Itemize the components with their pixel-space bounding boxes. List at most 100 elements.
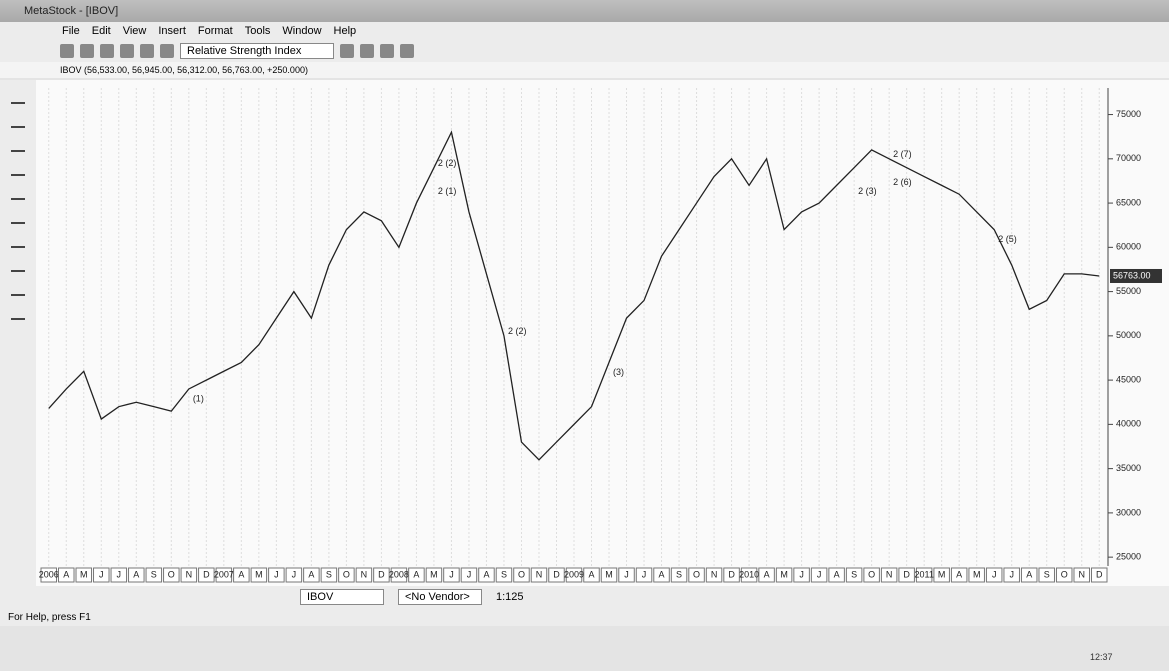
security-field[interactable]: IBOV	[300, 589, 384, 605]
tool[interactable]	[11, 234, 25, 248]
x-tick-label: D	[203, 569, 210, 579]
menu-item[interactable]: Window	[282, 25, 322, 37]
x-tick-box	[583, 567, 600, 583]
menu-item[interactable]: Tools	[244, 25, 271, 37]
bottom-toolbar: IBOV <No Vendor> 1:125	[0, 586, 1169, 608]
x-tick-box	[1038, 567, 1055, 583]
x-tick-box	[1055, 567, 1073, 583]
tool[interactable]	[11, 282, 25, 296]
x-tick-box	[163, 567, 180, 583]
x-tick-label: N	[536, 569, 543, 579]
x-tick-box	[530, 567, 548, 583]
wave-label: 2 (1)	[438, 186, 457, 196]
x-tick-label: J	[624, 569, 629, 579]
x-tick-box	[58, 567, 75, 583]
x-tick-box	[880, 567, 898, 583]
x-tick-box	[443, 567, 460, 583]
x-tick-box	[233, 567, 250, 583]
x-tick-box	[653, 567, 670, 583]
menu-item[interactable]: Format	[197, 25, 233, 37]
menu-item[interactable]: File	[62, 25, 80, 37]
menu-item[interactable]: Help	[333, 25, 357, 37]
x-tick-box	[548, 567, 565, 583]
tool-button[interactable]	[120, 44, 134, 58]
x-tick-label: A	[589, 569, 595, 579]
x-tick-box	[373, 567, 390, 583]
x-tick-label: M	[255, 569, 263, 579]
x-tick-box	[950, 567, 968, 583]
wave-label: 2 (6)	[893, 177, 912, 187]
x-tick-label: J	[292, 569, 297, 579]
tool-button[interactable]	[380, 44, 394, 58]
x-tick-box	[128, 567, 145, 583]
x-tick-label: A	[764, 569, 770, 579]
x-tick-label: 2007	[214, 569, 234, 579]
vendor-select[interactable]: <No Vendor>	[398, 589, 482, 605]
x-tick-label: D	[728, 569, 735, 579]
y-tick-label: 70000	[1116, 153, 1141, 163]
x-tick-label: J	[992, 569, 997, 579]
tool[interactable]	[11, 162, 25, 176]
x-tick-label: S	[151, 569, 157, 579]
x-tick-label: J	[799, 569, 804, 579]
x-tick-label: N	[1078, 569, 1085, 579]
menu-item[interactable]: View	[122, 25, 147, 37]
tool-button[interactable]	[400, 44, 414, 58]
last-price-box	[1110, 268, 1162, 283]
tool[interactable]	[11, 114, 25, 128]
x-tick-box	[215, 567, 233, 583]
x-tick-box	[320, 567, 338, 583]
tool-button[interactable]	[160, 44, 174, 58]
wave-label: 2 (7)	[893, 149, 912, 159]
x-tick-box	[985, 567, 1003, 583]
tool-button[interactable]	[60, 44, 74, 58]
tool-button[interactable]	[140, 44, 154, 58]
x-tick-label: D	[903, 569, 910, 579]
tool[interactable]	[11, 90, 25, 104]
x-tick-box	[845, 567, 863, 583]
x-tick-label: D	[553, 569, 560, 579]
x-tick-label: N	[186, 569, 193, 579]
x-tick-box	[828, 567, 845, 583]
x-tick-label: A	[308, 569, 314, 579]
tool[interactable]	[11, 258, 25, 272]
x-tick-box	[723, 567, 740, 583]
zoom-level: 1:125	[496, 591, 524, 603]
x-tick-label: J	[449, 569, 454, 579]
tool[interactable]	[11, 138, 25, 152]
x-tick-box	[390, 567, 408, 583]
x-tick-label: N	[361, 569, 368, 579]
x-tick-box	[688, 567, 705, 583]
indicator-select[interactable]: Relative Strength Index	[180, 43, 334, 59]
x-tick-label: D	[378, 569, 385, 579]
wave-label: 2 (5)	[998, 234, 1017, 244]
x-tick-label: M	[973, 569, 981, 579]
x-tick-label: O	[868, 569, 875, 579]
x-tick-box	[355, 567, 373, 583]
wave-label: (1)	[193, 393, 204, 403]
x-tick-box	[250, 567, 268, 583]
x-tick-label: S	[326, 569, 332, 579]
x-tick-box	[618, 567, 635, 583]
tool-button[interactable]	[340, 44, 354, 58]
y-tick-label: 60000	[1116, 242, 1141, 252]
x-tick-box	[705, 567, 723, 583]
tool-button[interactable]	[80, 44, 94, 58]
tool[interactable]	[11, 306, 25, 320]
x-tick-label: O	[168, 569, 175, 579]
toolbar: Relative Strength Index	[0, 40, 1169, 62]
tool[interactable]	[11, 210, 25, 224]
menu-bar: File Edit View Insert Format Tools Window Help	[0, 22, 1169, 40]
x-tick-label: A	[483, 569, 489, 579]
wave-label: (3)	[613, 367, 624, 377]
tool[interactable]	[11, 186, 25, 200]
tool-button[interactable]	[100, 44, 114, 58]
tool-button[interactable]	[360, 44, 374, 58]
x-tick-label: J	[1009, 569, 1014, 579]
menu-item[interactable]: Edit	[91, 25, 111, 37]
x-tick-label: S	[1044, 569, 1050, 579]
status-text: For Help, press F1	[8, 611, 91, 623]
chart-header: IBOV (56,533.00, 56,945.00, 56,312.00, 5…	[0, 62, 1169, 78]
menu-item[interactable]: Insert	[158, 25, 186, 37]
